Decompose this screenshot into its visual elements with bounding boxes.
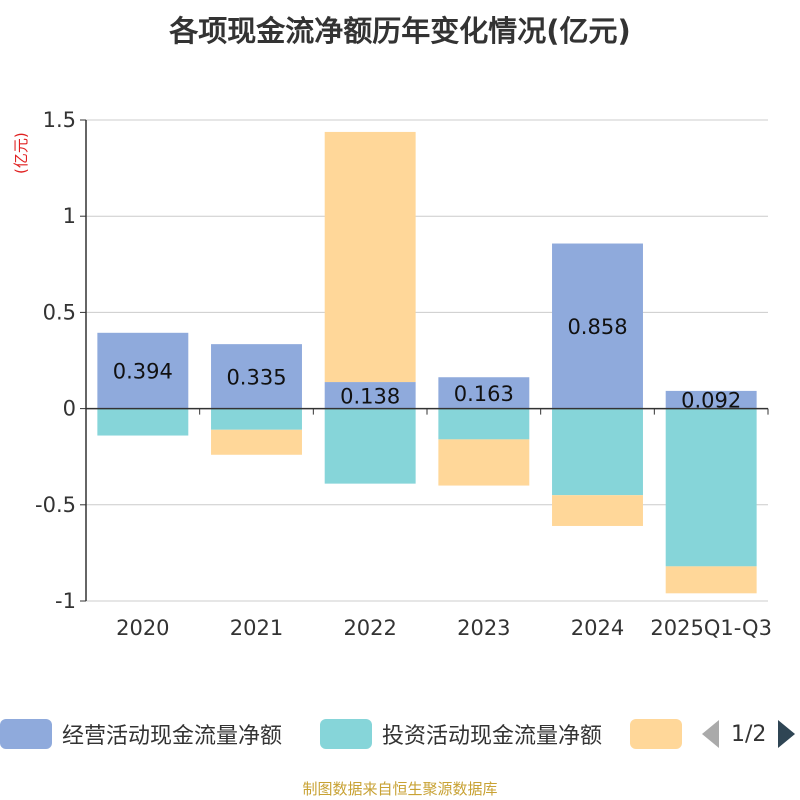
legend: 经营活动现金流量净额 投资活动现金流量净额 1/2 xyxy=(0,714,800,754)
bar-series0-2025Q1-Q3 xyxy=(665,390,757,409)
legend-pager: 1/2 xyxy=(702,718,796,750)
bar-series1-2022 xyxy=(324,408,416,484)
bar-series1-2023 xyxy=(438,408,530,440)
bar-series0-2022 xyxy=(324,382,416,409)
bar-series1-2021 xyxy=(211,408,302,430)
chart-title: 各项现金流净额历年变化情况(亿元) xyxy=(169,14,631,48)
bar-series0-2023 xyxy=(438,377,530,409)
source-footer: 制图数据来自恒生聚源数据库 xyxy=(302,780,498,798)
y-tick-label: 0 xyxy=(63,397,76,421)
x-category-label: 2023 xyxy=(457,616,510,640)
y-tick-label: -0.5 xyxy=(35,493,76,517)
bar-series0-2020 xyxy=(97,332,189,409)
legend-swatch-operating xyxy=(0,719,52,749)
legend-item-investing[interactable]: 投资活动现金流量净额 xyxy=(320,714,602,754)
bar-series2-2022 xyxy=(324,131,416,383)
bar-series1-2025Q1-Q3 xyxy=(665,408,757,567)
legend-label-operating: 经营活动现金流量净额 xyxy=(62,724,283,749)
data-label-2022: 0.138 xyxy=(340,384,400,408)
y-tick-label: 0.5 xyxy=(43,300,76,324)
legend-next-arrow-icon[interactable] xyxy=(778,720,796,748)
y-tick-label: -1 xyxy=(55,589,76,613)
bar-series1-2020 xyxy=(97,408,189,436)
legend-swatch-third xyxy=(630,719,682,749)
data-label-2023: 0.163 xyxy=(454,382,514,406)
bar-series2-2024 xyxy=(552,495,643,526)
x-category-label: 2022 xyxy=(343,616,396,640)
bar-series2-2023 xyxy=(438,439,530,486)
legend-item-third[interactable] xyxy=(630,714,682,754)
y-tick-label: 1.5 xyxy=(43,108,76,132)
bar-series1-2024 xyxy=(552,408,643,496)
bar-series2-2021 xyxy=(211,429,302,455)
legend-swatch-investing xyxy=(320,719,372,749)
legend-label-investing: 投资活动现金流量净额 xyxy=(382,724,603,749)
legend-page-indicator: 1/2 xyxy=(731,721,767,747)
x-category-label: 2020 xyxy=(116,616,169,640)
legend-prev-arrow-icon[interactable] xyxy=(702,720,719,748)
x-category-label: 2021 xyxy=(230,616,283,640)
bar-series0-2021 xyxy=(211,344,302,409)
x-category-label: 2024 xyxy=(571,616,624,640)
data-label-2020: 0.394 xyxy=(113,360,173,384)
data-label-2024: 0.858 xyxy=(567,315,627,339)
legend-item-operating[interactable]: 经营活动现金流量净额 xyxy=(0,714,282,754)
x-category-label: 2025Q1-Q3 xyxy=(650,616,772,640)
bar-series0-2024 xyxy=(552,243,643,409)
y-tick-label: 1 xyxy=(63,204,76,228)
bar-series2-2025Q1-Q3 xyxy=(665,566,757,594)
data-label-2021: 0.335 xyxy=(226,365,286,389)
